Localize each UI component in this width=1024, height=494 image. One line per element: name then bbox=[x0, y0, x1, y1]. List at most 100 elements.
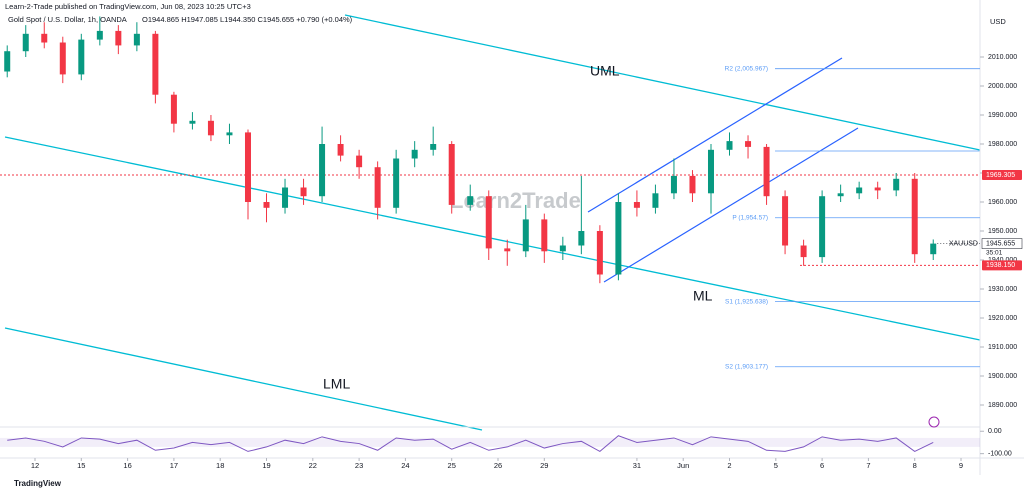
rising-channel-bottom bbox=[603, 127, 859, 283]
candle-body bbox=[819, 196, 826, 258]
x-tick-label: 26 bbox=[494, 461, 502, 470]
last-price-label: 1945.655 bbox=[986, 240, 1015, 247]
candle-body bbox=[930, 243, 937, 255]
x-tick-label: 5 bbox=[774, 461, 778, 470]
candle-body bbox=[578, 231, 585, 246]
y-tick-label: 1890.000 bbox=[988, 402, 1017, 409]
ml-line bbox=[4, 136, 981, 341]
candle-body bbox=[244, 132, 251, 203]
x-tick-label: 16 bbox=[123, 461, 131, 470]
ohlc: O1944.865 H1947.085 L1944.350 C1945.655 … bbox=[142, 15, 353, 24]
y-tick-label: 1960.000 bbox=[988, 199, 1017, 206]
x-tick-label: 9 bbox=[959, 461, 963, 470]
y-tick-label: 1920.000 bbox=[988, 315, 1017, 322]
candle-body bbox=[800, 245, 807, 258]
candle-body bbox=[707, 149, 714, 194]
candle-body bbox=[337, 144, 344, 156]
pivot-label: P (1,954.57) bbox=[732, 214, 768, 221]
x-tick-label: 22 bbox=[309, 461, 317, 470]
uml-line bbox=[344, 14, 981, 151]
y-tick-label: 1940.000 bbox=[988, 257, 1017, 264]
candle-body bbox=[485, 196, 492, 249]
publisher: Learn-2-Trade published on TradingView.c… bbox=[5, 2, 251, 11]
candle-body bbox=[596, 231, 603, 275]
candle-body bbox=[745, 141, 752, 147]
y-tick-label: 1980.000 bbox=[988, 141, 1017, 148]
candle-body bbox=[22, 33, 29, 52]
candle-body bbox=[152, 33, 159, 95]
candle-body bbox=[763, 146, 770, 197]
x-tick-label: 24 bbox=[401, 461, 409, 470]
candle-body bbox=[78, 39, 85, 75]
level-tag bbox=[982, 260, 1022, 271]
y-tick-label: 2010.000 bbox=[988, 54, 1017, 61]
x-tick-label: 8 bbox=[913, 461, 917, 470]
level-tag bbox=[982, 170, 1022, 181]
candle-body bbox=[59, 42, 66, 75]
rsi-line bbox=[7, 435, 934, 453]
x-tick-label: 2 bbox=[727, 461, 731, 470]
footer: TradingView bbox=[14, 479, 62, 488]
rsi-band bbox=[0, 437, 980, 447]
pivot-label: R2 (2,005.967) bbox=[725, 65, 768, 72]
x-tick-label: 31 bbox=[633, 461, 641, 470]
x-tick-label: 25 bbox=[448, 461, 456, 470]
candle-body bbox=[282, 187, 289, 208]
candle-body bbox=[467, 196, 474, 205]
y-tick-label: 1930.000 bbox=[988, 286, 1017, 293]
rsi-tick-label: 0.00 bbox=[988, 428, 1002, 435]
level-label: 1969.305 bbox=[986, 172, 1015, 179]
candle-body bbox=[133, 33, 140, 46]
candle-body bbox=[263, 202, 270, 208]
candle-body bbox=[782, 196, 789, 246]
candle-body bbox=[893, 178, 900, 191]
candle-body bbox=[4, 51, 11, 72]
candle-body bbox=[615, 202, 622, 275]
candle-body bbox=[115, 30, 122, 46]
pivot-label: S1 (1,925.638) bbox=[725, 298, 768, 305]
candle-body bbox=[837, 193, 844, 197]
candle-body bbox=[633, 202, 640, 208]
x-tick-label: 18 bbox=[216, 461, 224, 470]
candle-body bbox=[393, 158, 400, 208]
x-tick-label: 12 bbox=[31, 461, 39, 470]
candle-body bbox=[911, 178, 918, 255]
rsi-tick-label: -100.00 bbox=[988, 450, 1012, 457]
candle-body bbox=[300, 187, 307, 197]
x-tick-label: 19 bbox=[262, 461, 270, 470]
rising-channel-top bbox=[587, 57, 843, 213]
alert-icon[interactable] bbox=[928, 416, 940, 428]
y-tick-label: 1910.000 bbox=[988, 344, 1017, 351]
x-tick-label: Jun bbox=[677, 461, 689, 470]
candle-body bbox=[856, 187, 863, 194]
candle-body bbox=[374, 167, 381, 208]
y-tick-label: 1990.000 bbox=[988, 112, 1017, 119]
x-tick-label: 17 bbox=[170, 461, 178, 470]
candle-body bbox=[670, 175, 677, 194]
y-tick-label: 1950.000 bbox=[988, 228, 1017, 235]
annotation: UML bbox=[590, 63, 620, 79]
x-tick-label: 6 bbox=[820, 461, 824, 470]
candle-body bbox=[226, 132, 233, 136]
candle-body bbox=[522, 219, 529, 252]
x-tick-label: 23 bbox=[355, 461, 363, 470]
candle-body bbox=[207, 120, 214, 136]
pivot-label: S2 (1,903.177) bbox=[725, 363, 768, 370]
annotation: LML bbox=[323, 376, 350, 392]
candle-body bbox=[356, 155, 363, 168]
candle-body bbox=[430, 144, 437, 150]
level-label: 1938.150 bbox=[986, 262, 1015, 269]
annotation: ML bbox=[693, 288, 713, 304]
candle-body bbox=[559, 245, 566, 252]
symbol: Gold Spot / U.S. Dollar, 1h, OANDA bbox=[8, 15, 127, 24]
y-tick-label: 1900.000 bbox=[988, 373, 1017, 380]
lml-line bbox=[4, 327, 483, 431]
axis-unit: USD bbox=[990, 17, 1006, 26]
last-price-tag bbox=[981, 238, 1023, 249]
candle-body bbox=[96, 30, 103, 40]
candle-body bbox=[170, 94, 177, 124]
candle-body bbox=[189, 120, 196, 124]
